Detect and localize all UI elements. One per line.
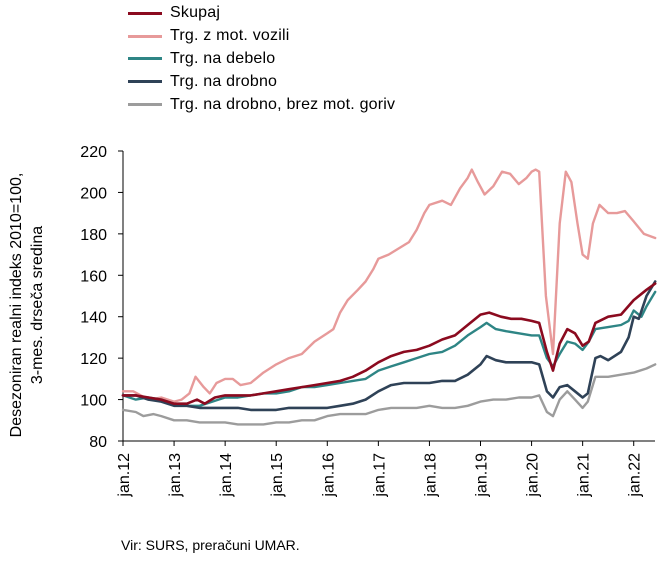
x-tick-label: jan.19 xyxy=(474,453,491,498)
y-tick-label: 80 xyxy=(89,434,107,451)
legend-label: Trg. na drobno, brez mot. goriv xyxy=(170,95,396,113)
legend-swatch-skupaj xyxy=(128,11,162,15)
y-tick-label: 200 xyxy=(80,185,107,202)
series-line-2 xyxy=(121,290,657,407)
x-tick-label: jan.15 xyxy=(269,453,286,498)
series-line-1 xyxy=(121,168,657,403)
legend-label: Trg. na drobno xyxy=(170,72,278,90)
legend-item-drobno-brez-goriv: Trg. na drobno, brez mot. goriv xyxy=(128,93,395,116)
x-tick-label: jan.13 xyxy=(167,453,184,498)
legend-item-mot-vozili: Trg. z mot. vozili xyxy=(128,25,395,48)
x-tick-label: jan.17 xyxy=(371,453,388,498)
y-axis-label-line2: 3-mes. drseča sredina xyxy=(29,226,46,384)
legend-swatch-debelo xyxy=(128,57,162,61)
y-tick-label: 120 xyxy=(80,351,107,368)
x-tick-label: jan.18 xyxy=(422,453,439,498)
legend-item-skupaj: Skupaj xyxy=(128,2,395,25)
y-axis-label-line1: Desezoniran realni indeks 2010=100, xyxy=(8,173,25,438)
legend-label: Skupaj xyxy=(170,4,221,22)
y-tick-label: 220 xyxy=(80,144,107,161)
x-tick-label: jan.16 xyxy=(320,453,337,498)
y-tick-label: 160 xyxy=(80,268,107,285)
x-tick-label: jan.20 xyxy=(525,453,542,498)
series-line-3 xyxy=(121,280,657,412)
y-tick-label: 140 xyxy=(80,310,107,327)
legend-item-debelo: Trg. na debelo xyxy=(128,48,395,71)
legend-swatch-mot-vozili xyxy=(128,34,162,38)
legend-item-drobno: Trg. na drobno xyxy=(128,70,395,93)
y-tick-label: 100 xyxy=(80,393,107,410)
legend: Skupaj Trg. z mot. vozili Trg. na debelo… xyxy=(128,2,395,116)
source-note: Vir: SURS, preračuni UMAR. xyxy=(121,537,300,553)
x-tick-label: jan.21 xyxy=(576,453,593,498)
x-ticks: jan.12 jan.13 jan.14 jan.15 jan.16 jan.17 jan.… xyxy=(116,441,644,498)
series-line-4 xyxy=(121,363,657,426)
legend-swatch-drobno-brez-goriv xyxy=(128,103,162,107)
y-tick-label: 180 xyxy=(80,227,107,244)
x-tick-label: jan.12 xyxy=(116,453,133,498)
legend-swatch-drobno xyxy=(128,80,162,84)
series-line-0 xyxy=(121,282,657,405)
legend-label: Trg. z mot. vozili xyxy=(170,27,290,45)
legend-label: Trg. na debelo xyxy=(170,49,276,67)
y-ticks: 80 100 120 140 160 180 200 220 xyxy=(80,144,123,451)
series-lines xyxy=(121,168,657,426)
x-tick-label: jan.22 xyxy=(627,453,644,498)
x-tick-label: jan.14 xyxy=(218,453,235,498)
